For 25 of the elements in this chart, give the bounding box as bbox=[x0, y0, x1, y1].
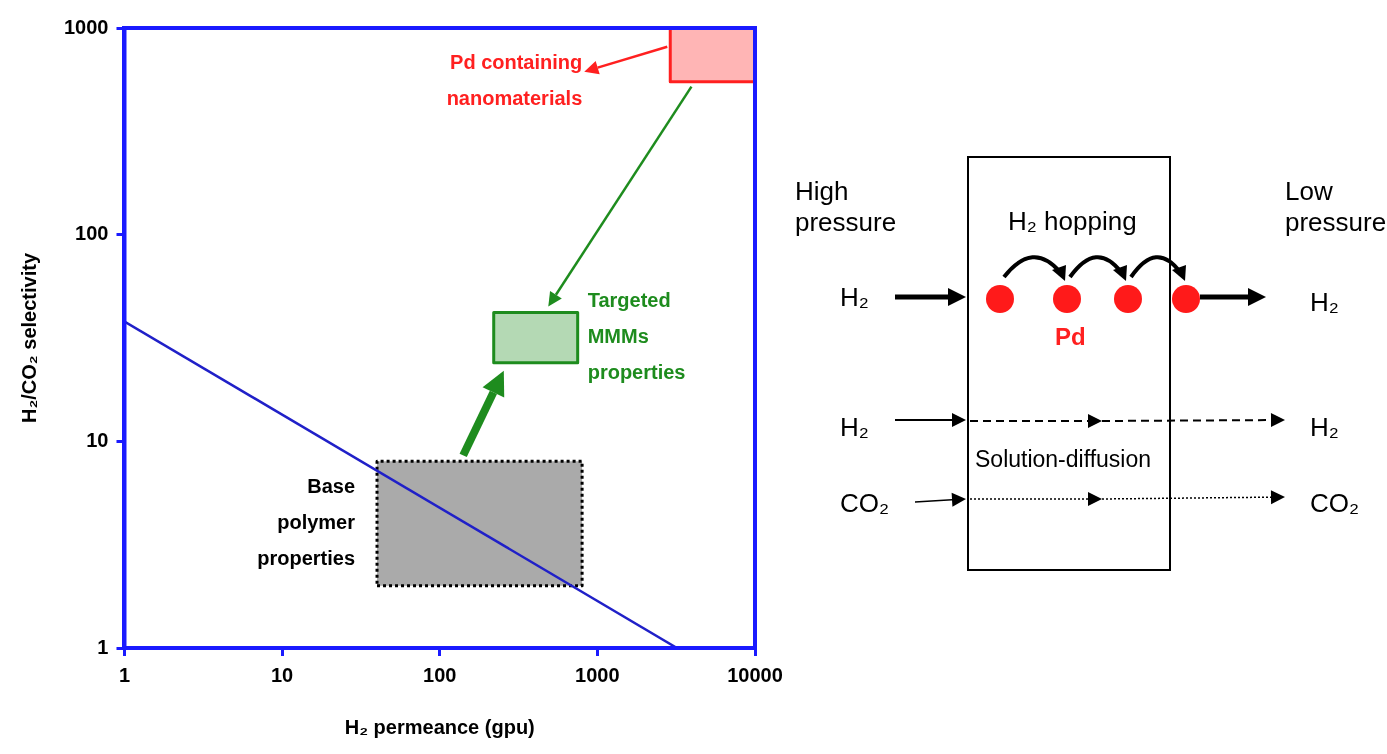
text: H₂ bbox=[840, 282, 870, 314]
text: Solution-diffusion bbox=[975, 446, 1153, 474]
text: Low pressure bbox=[1285, 176, 1387, 239]
series-label: Base polymer properties bbox=[257, 475, 356, 570]
text: CO₂ bbox=[840, 488, 891, 520]
x-axis-title: H₂ permeance (gpu) bbox=[344, 715, 535, 738]
text: H₂ bbox=[1310, 287, 1340, 319]
text: H₂ bbox=[840, 412, 870, 444]
y-tick-label: 1000 bbox=[63, 15, 109, 38]
y-tick-label: 1 bbox=[97, 635, 109, 658]
text: High pressure bbox=[795, 176, 898, 239]
text: CO₂ bbox=[1310, 488, 1361, 520]
y-tick-label: 10 bbox=[86, 428, 109, 451]
text: Pd containing nanomaterials bbox=[446, 51, 583, 110]
x-tick-label: 100 bbox=[423, 663, 457, 686]
x-tick-label: 10000 bbox=[727, 663, 783, 686]
legend-label: Targeted MMMs properties bbox=[587, 289, 686, 384]
y-tick-label: 100 bbox=[75, 222, 109, 245]
x-tick-label: 1 bbox=[118, 663, 131, 686]
text: Pd bbox=[1055, 323, 1087, 352]
x-tick-label: 10 bbox=[270, 663, 294, 686]
text: H₂ hopping bbox=[1008, 206, 1138, 238]
text: H₂ bbox=[1310, 412, 1340, 444]
y-axis-title: H₂/CO₂ selectivity bbox=[17, 252, 40, 424]
x-tick-label: 1000 bbox=[575, 663, 620, 686]
